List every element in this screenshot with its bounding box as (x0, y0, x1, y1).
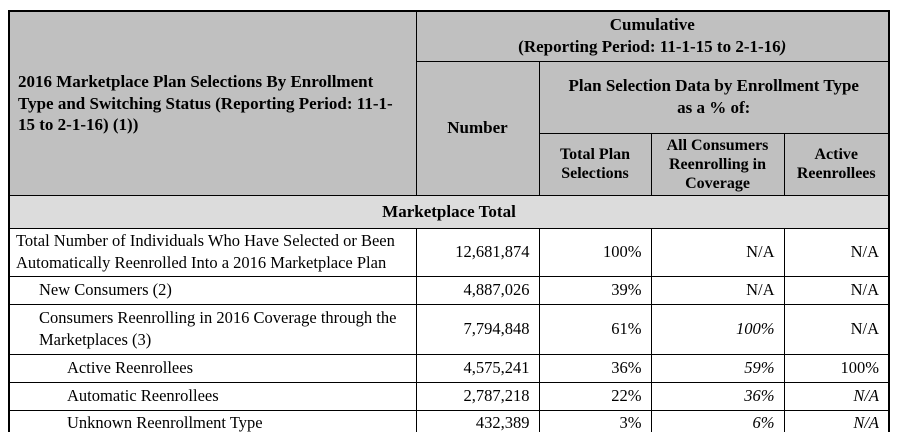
pct-group-header: Plan Selection Data by Enrollment Type a… (538, 60, 890, 134)
all-consumers-reenrolling-value: 36% (650, 381, 785, 411)
row-label: Unknown Reenrollment Type (8, 409, 417, 432)
active-reenrollees-value: N/A (783, 381, 890, 411)
table-row: Consumers Reenrolling in 2016 Coverage t… (8, 303, 890, 355)
marketplace-selections-table: 2016 Marketplace Plan Selections By Enro… (8, 10, 890, 432)
header-row-subcolumns: Total Plan Selections All Consumers Reen… (9, 132, 890, 197)
total-plan-selections-value: 61% (538, 303, 652, 355)
row-label: Automatic Reenrollees (8, 381, 417, 411)
header-row-cumulative: 2016 Marketplace Plan Selections By Enro… (8, 10, 890, 197)
active-reenrollees-value: N/A (783, 275, 890, 305)
cumulative-label: Cumulative (609, 15, 695, 35)
table-title-cell: 2016 Marketplace Plan Selections By Enro… (8, 10, 417, 197)
all-consumers-reenrolling-value: 6% (650, 409, 785, 432)
active-reenrollees-value: N/A (783, 409, 890, 432)
row-label: Consumers Reenrolling in 2016 Coverage t… (8, 303, 417, 355)
table-row: New Consumers (2) 4,887,026 39% N/A N/A (8, 275, 890, 305)
all-consumers-reenrolling-value: 100% (650, 303, 785, 355)
active-reenrollees-value: 100% (783, 353, 890, 383)
number-value: 4,575,241 (415, 353, 540, 383)
total-plan-selections-value: 39% (538, 275, 652, 305)
cumulative-reporting-period: (Reporting Period: 11-1-15 to 2-1-16) (518, 37, 787, 57)
subheader-all-consumers-reenrolling: All Consumers Reenrolling in Coverage (650, 132, 785, 197)
number-value: 432,389 (415, 409, 540, 432)
table-title: 2016 Marketplace Plan Selections By Enro… (18, 71, 393, 135)
all-consumers-reenrolling-value: 59% (650, 353, 785, 383)
subheader-active-reenrollees: Active Reenrollees (783, 132, 890, 197)
table-row: Active Reenrollees 4,575,241 36% 59% 100% (8, 353, 890, 383)
number-column-header: Number (415, 60, 540, 197)
table-row: Total Number of Individuals Who Have Sel… (8, 228, 890, 277)
total-plan-selections-value: 100% (538, 228, 652, 277)
number-value: 12,681,874 (415, 228, 540, 277)
number-value: 4,887,026 (415, 275, 540, 305)
subheader-total-plan-selections: Total Plan Selections (538, 132, 652, 197)
number-value: 7,794,848 (415, 303, 540, 355)
all-consumers-reenrolling-value: N/A (650, 275, 785, 305)
table-row: Automatic Reenrollees 2,787,218 22% 36% N/A (8, 381, 890, 411)
header-row-groups: Number Plan Selection Data by Enrollment… (9, 60, 890, 197)
row-label: Total Number of Individuals Who Have Sel… (8, 228, 417, 277)
section-band-row: Marketplace Total (8, 195, 890, 230)
total-plan-selections-value: 36% (538, 353, 652, 383)
row-label: Active Reenrollees (8, 353, 417, 383)
total-plan-selections-value: 3% (538, 409, 652, 432)
number-value: 2,787,218 (415, 381, 540, 411)
all-consumers-reenrolling-value: N/A (650, 228, 785, 277)
table-row: Unknown Reenrollment Type 432,389 3% 6% N/A (8, 409, 890, 432)
active-reenrollees-value: N/A (783, 228, 890, 277)
cumulative-header-cell: Cumulative (Reporting Period: 11-1-15 to… (415, 10, 890, 62)
row-label: New Consumers (2) (8, 275, 417, 305)
total-plan-selections-value: 22% (538, 381, 652, 411)
section-header-marketplace-total: Marketplace Total (8, 195, 890, 230)
active-reenrollees-value: N/A (783, 303, 890, 355)
